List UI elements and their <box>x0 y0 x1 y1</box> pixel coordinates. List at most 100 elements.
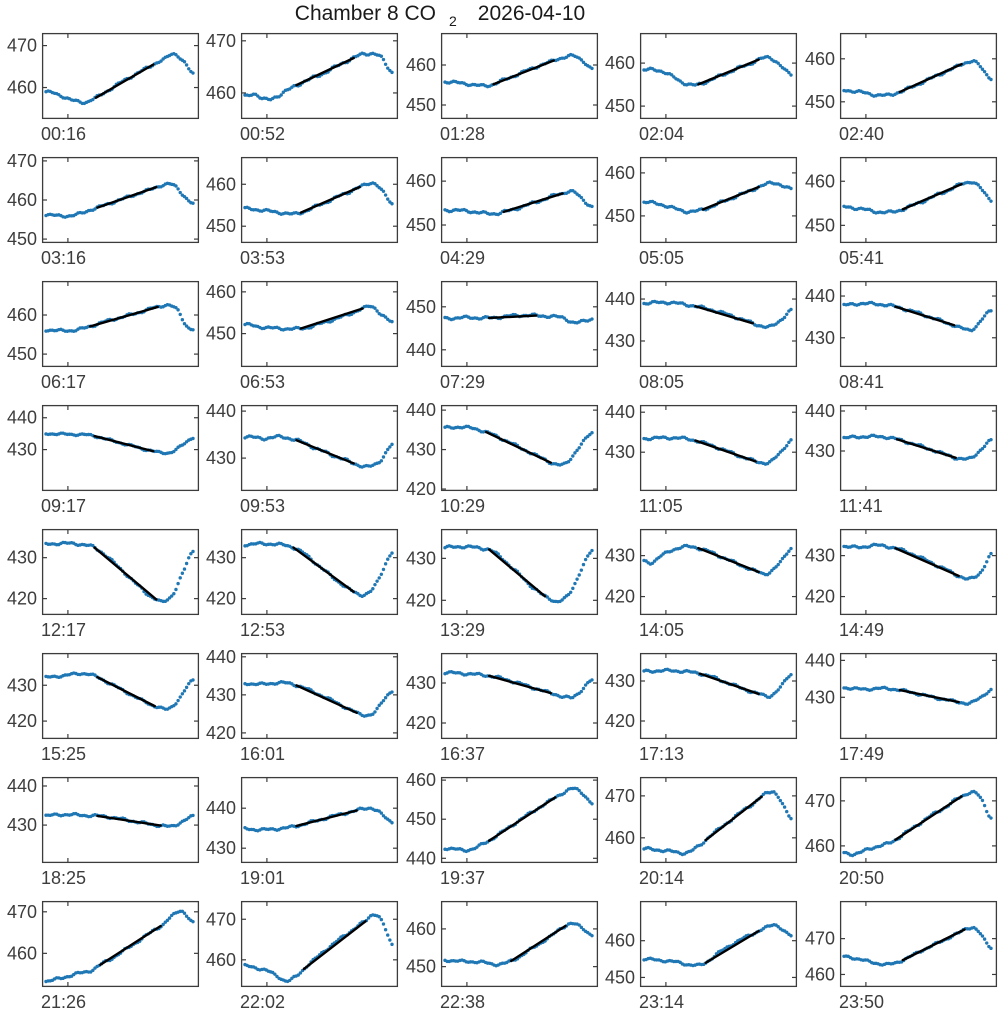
fit-line <box>701 185 760 211</box>
subplot-cell: 420 430 15:25 <box>7 652 200 764</box>
data-dot <box>573 581 577 586</box>
data-dot <box>972 327 976 331</box>
data-dot <box>386 66 390 70</box>
fit-line <box>295 684 358 714</box>
fit-line <box>96 185 158 209</box>
data-dot <box>91 97 95 102</box>
subplot-chart: 450 460 22:38 <box>406 900 599 1012</box>
data-dot <box>381 57 386 62</box>
y-tick-label: 430 <box>7 548 37 568</box>
y-tick-label: 460 <box>406 55 436 75</box>
subplot-cell: 430 440 11:05 <box>605 402 798 516</box>
data-dot <box>989 551 993 556</box>
subplot-chart: 450 460 06:17 <box>7 280 200 392</box>
fit-line <box>94 63 155 99</box>
plot-frame <box>839 156 998 244</box>
fit-line <box>302 920 367 971</box>
data-dot <box>579 568 584 572</box>
data-dot <box>381 189 386 193</box>
plot-frame <box>240 652 399 740</box>
data-dot <box>383 928 388 932</box>
plot-frame <box>639 156 798 244</box>
data-dot <box>386 557 390 561</box>
plot-frame <box>839 404 998 492</box>
plot-frame <box>639 652 798 740</box>
figure-title: Chamber 8 CO 2 2026-04-10 <box>295 1 585 34</box>
y-tick-label: 440 <box>406 400 436 420</box>
data-dot <box>789 186 793 191</box>
co2-dot-series <box>243 433 394 469</box>
y-tick-label: 460 <box>7 305 37 325</box>
data-dot <box>780 556 785 561</box>
data-dot <box>575 577 579 581</box>
fit-line <box>704 795 763 842</box>
data-dot <box>182 442 187 446</box>
data-dot <box>383 193 388 197</box>
y-tick-label: 460 <box>7 78 37 98</box>
time-label: 20:50 <box>839 868 884 888</box>
data-dot <box>974 325 978 329</box>
data-dot <box>390 442 394 447</box>
y-tick-label: 430 <box>406 440 436 460</box>
y-tick-label: 430 <box>206 448 236 468</box>
subplot-chart: 450 460 02:04 <box>605 32 798 144</box>
data-dot <box>496 552 500 556</box>
subplot-chart: 430 440 09:53 <box>206 401 399 516</box>
co2-dot-series <box>243 181 394 216</box>
y-tick-label: 420 <box>605 587 635 607</box>
subplot-chart: 450 460 05:41 <box>805 156 998 268</box>
time-label: 05:05 <box>639 248 684 268</box>
data-dot <box>388 554 392 558</box>
y-tick-label: 460 <box>7 190 37 210</box>
data-dot <box>180 692 185 696</box>
data-dot <box>789 672 793 677</box>
data-dot <box>569 590 573 594</box>
time-label: 17:13 <box>639 744 684 764</box>
subplot-chart: 430 440 18:25 <box>7 776 200 888</box>
y-tick-label: 460 <box>406 770 436 790</box>
plot-frame <box>639 776 798 864</box>
plot-frame <box>41 652 200 740</box>
y-tick-label: 420 <box>206 589 236 609</box>
plot-frame <box>839 776 998 864</box>
fit-line <box>698 672 760 696</box>
data-dot <box>390 70 394 75</box>
y-tick-label: 420 <box>605 711 635 731</box>
subplot-cell: 450 460 01:28 <box>406 32 599 144</box>
data-dot <box>789 934 793 938</box>
data-dot <box>191 813 195 818</box>
data-dot <box>774 565 778 569</box>
data-dot <box>167 916 172 920</box>
co2-dot-series <box>243 304 394 332</box>
plot-frame <box>440 156 599 244</box>
data-dot <box>581 198 586 202</box>
data-dot <box>569 457 573 462</box>
data-dot <box>369 589 373 594</box>
y-tick-label: 430 <box>605 546 635 566</box>
data-dot <box>590 66 594 71</box>
co2-dot-series <box>642 667 793 700</box>
y-tick-label: 460 <box>605 931 635 951</box>
data-dot <box>982 564 987 569</box>
data-dot <box>976 61 980 66</box>
data-dot <box>590 317 594 321</box>
data-dot <box>978 570 983 575</box>
subplot-chart: 450 460 05:05 <box>605 156 798 268</box>
data-dot <box>776 795 780 799</box>
time-label: 16:01 <box>240 744 285 764</box>
data-dot <box>774 690 778 694</box>
y-tick-label: 450 <box>206 216 236 236</box>
subplot-cell: 430 440 18:25 <box>7 776 200 888</box>
title-text: Chamber 8 CO <box>294 2 436 25</box>
data-dot <box>785 552 789 556</box>
fit-line <box>898 688 960 704</box>
data-dot <box>985 193 989 197</box>
subplot-cell: 460 470 23:50 <box>805 900 998 1012</box>
co2-dot-series <box>642 435 793 466</box>
data-dot <box>577 923 581 927</box>
data-dot <box>590 204 594 209</box>
fit-line <box>487 548 547 598</box>
plot-frame <box>41 528 200 616</box>
y-tick-label: 420 <box>206 723 236 743</box>
data-dot <box>383 451 388 455</box>
